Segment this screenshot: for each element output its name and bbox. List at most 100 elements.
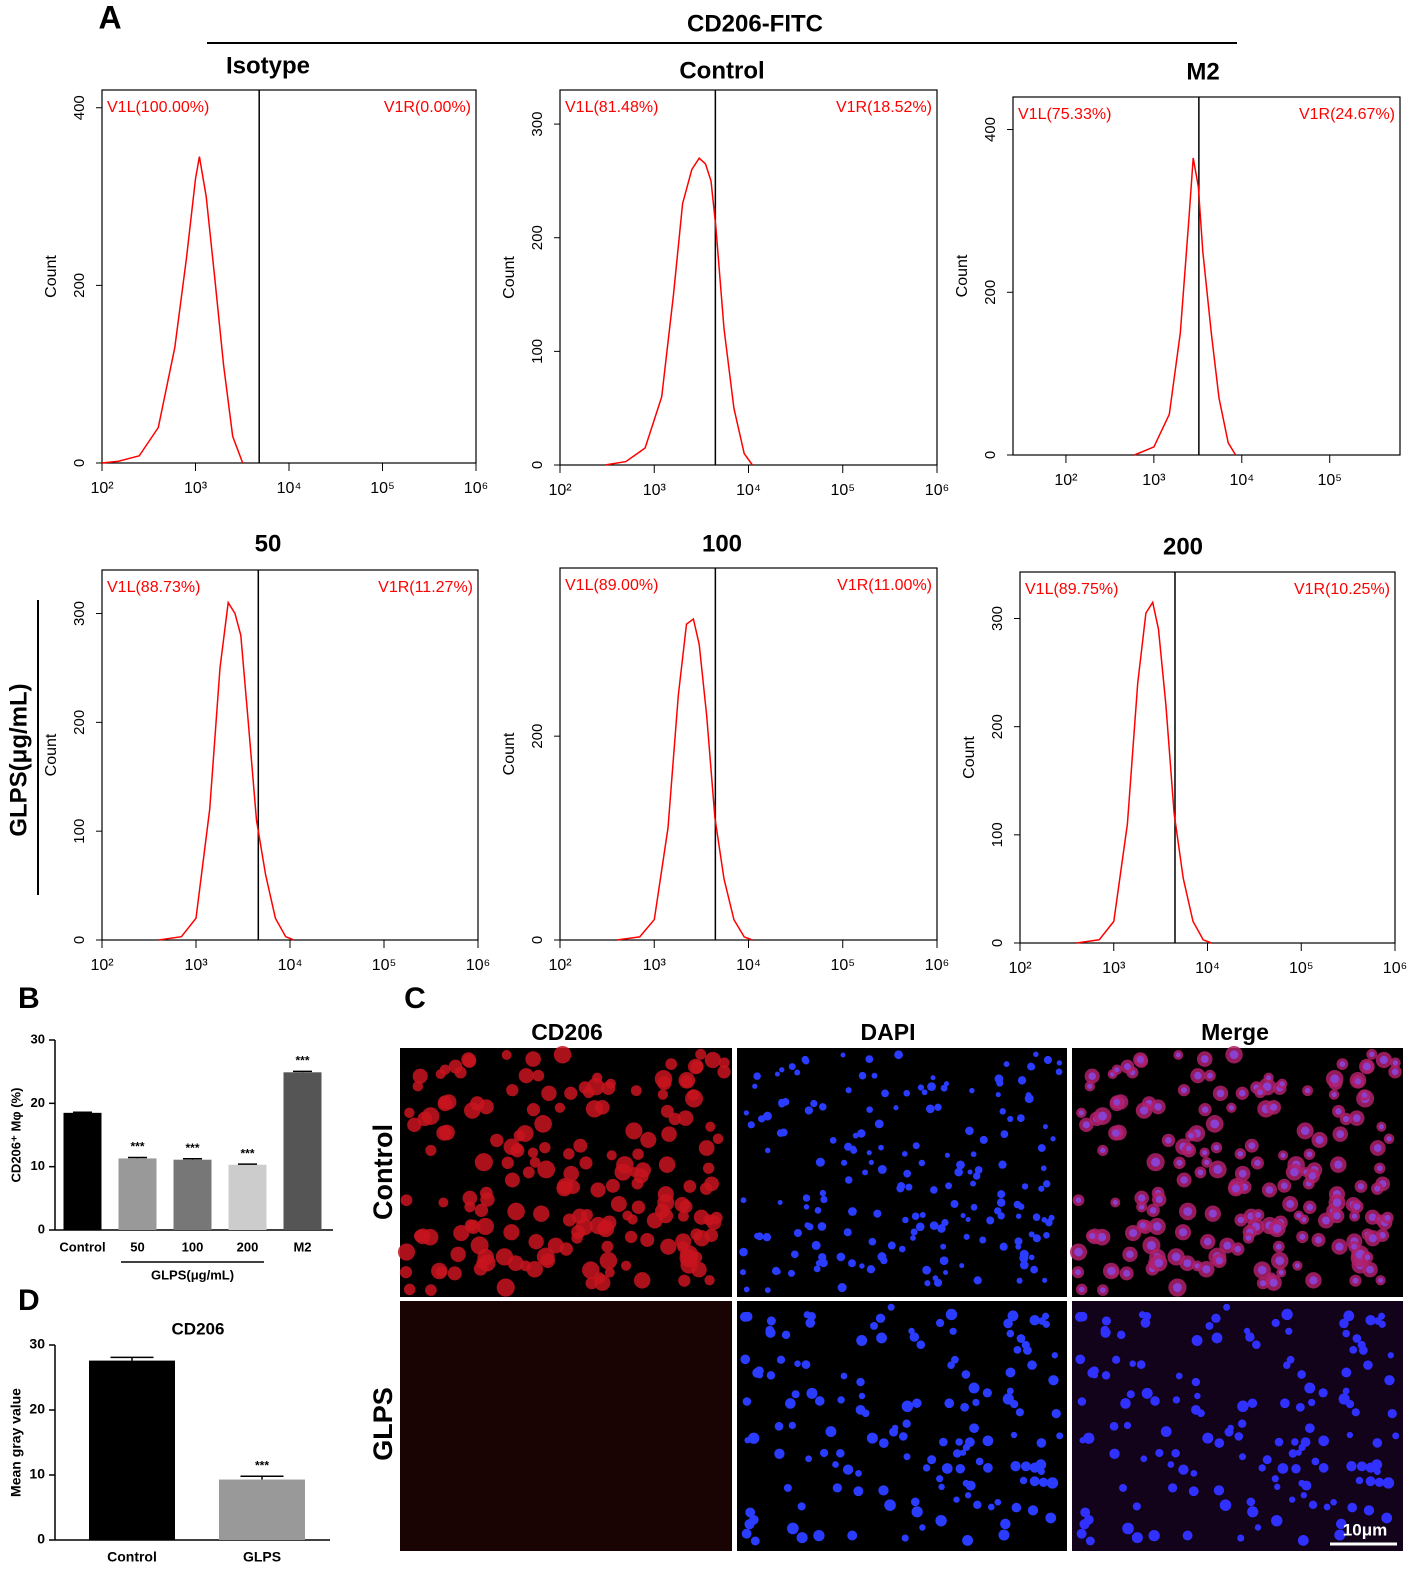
nucleus [1082,1121,1090,1129]
nucleus [1286,1355,1295,1364]
nucleus [1334,1529,1346,1541]
nucleus [1015,1408,1024,1417]
nucleus [788,1063,796,1071]
y-tick-label: 300 [989,606,1006,631]
nucleus [1119,1483,1127,1492]
flow-header: CD206-FITC [687,10,823,37]
nucleus [1373,1144,1382,1152]
nucleus [1354,1078,1361,1085]
nucleus [764,1287,771,1294]
y-tick-label: 400 [982,117,999,142]
nucleus [1358,1345,1368,1355]
cell [438,1197,449,1208]
nucleus [858,1392,866,1400]
cell [604,1267,615,1278]
gate-label: V1L(75.33%) [1018,106,1111,123]
cell [553,1045,572,1064]
cell [631,1200,646,1214]
cell [425,1284,437,1296]
y-tick-label: 100 [529,339,546,364]
cell [678,1274,691,1287]
cell [527,1147,539,1158]
cell [501,1050,512,1060]
nucleus [968,1382,980,1394]
nucleus [1055,1068,1063,1076]
nucleus [1238,1089,1246,1097]
nucleus [868,1159,875,1166]
nucleus [961,1370,971,1379]
nucleus [1339,1318,1349,1329]
nucleus [939,1256,949,1266]
cell [554,1102,566,1113]
nucleus [1297,1370,1306,1379]
cell [478,1099,494,1115]
cell [399,1266,413,1279]
cell [658,1208,674,1224]
nucleus [774,1071,780,1077]
nucleus [1386,1136,1392,1142]
cell [439,1064,451,1075]
nucleus [1120,1398,1131,1409]
nucleus [1306,1151,1313,1158]
cell [680,1075,693,1088]
nucleus [927,1455,937,1465]
cell [668,1112,682,1126]
nucleus [794,1069,801,1076]
nucleus [1262,1082,1272,1092]
nucleus [1014,1237,1023,1246]
cell [476,1217,495,1236]
x-tick-label: 10³ [184,957,208,974]
nucleus [1087,1083,1093,1089]
cell [710,1211,723,1224]
nucleus [887,1303,895,1311]
nucleus [1275,1256,1285,1266]
x-tick-label: Control [59,1239,105,1254]
nucleus [1298,1443,1306,1452]
nucleus [837,1396,845,1404]
cell [474,1153,493,1172]
y-tick-label: 30 [29,1336,45,1352]
nucleus [1028,1254,1035,1261]
nucleus [1017,1203,1025,1210]
nucleus [807,1311,816,1321]
nucleus [898,1432,908,1441]
nucleus [1186,1145,1192,1152]
cell [400,1194,413,1207]
cell [474,1203,489,1218]
nucleus [1010,1461,1021,1472]
nucleus [848,1259,856,1268]
cell [632,1148,644,1160]
nucleus [1140,1455,1148,1463]
nucleus [762,1232,772,1242]
nucleus [774,1421,784,1431]
cell [605,1178,620,1193]
nucleus [1308,1398,1316,1407]
nucleus [998,1529,1010,1541]
nucleus [740,1354,751,1365]
nucleus [1109,1421,1119,1431]
chart-title: 50 [255,530,282,557]
nucleus [1368,1213,1377,1221]
nucleus [1190,1469,1198,1477]
x-tick-label: 10⁴ [1195,960,1220,977]
nucleus [743,1110,749,1116]
nucleus [814,1206,822,1214]
nucleus [1271,1514,1283,1527]
nucleus [1280,1152,1286,1158]
nucleus [1197,1169,1204,1176]
micrographs [397,1045,1403,1551]
nucleus [901,1534,909,1542]
nucleus [1019,1249,1029,1259]
nucleus [796,1532,808,1544]
nucleus [919,1524,926,1531]
nucleus [1038,1185,1045,1192]
x-tick-label: 10³ [1102,960,1126,977]
cell [624,1230,638,1244]
nucleus [1211,1313,1221,1323]
nucleus [1318,1462,1329,1473]
nucleus [1122,1522,1134,1535]
nucleus [1265,1186,1274,1194]
nucleus [1160,1426,1172,1437]
cell [625,1122,643,1140]
